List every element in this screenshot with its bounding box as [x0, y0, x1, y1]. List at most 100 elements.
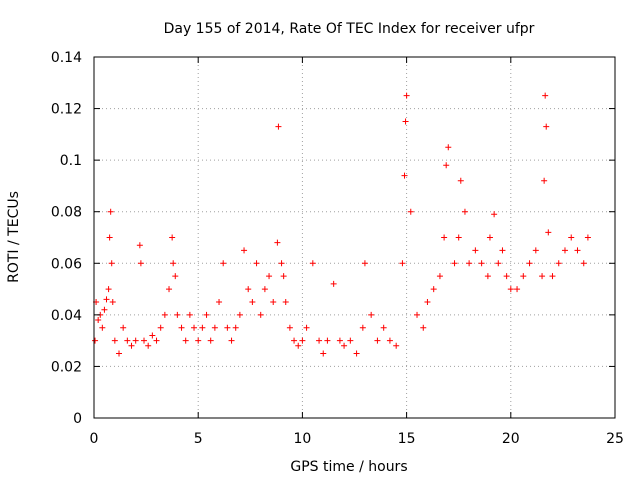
data-point	[555, 260, 562, 267]
data-point	[526, 260, 533, 267]
data-point	[101, 306, 108, 313]
y-tick-label: 0.08	[51, 205, 82, 221]
data-point	[324, 337, 331, 344]
x-tick-label: 20	[502, 431, 520, 447]
chart-title: Day 155 of 2014, Rate Of TEC Index for r…	[164, 21, 535, 37]
data-point	[136, 242, 143, 249]
data-point	[253, 260, 260, 267]
x-tick-label: 10	[293, 431, 311, 447]
y-tick-label: 0.02	[51, 359, 82, 375]
plot-frame	[93, 56, 616, 419]
data-point	[161, 311, 168, 318]
data-point	[495, 260, 502, 267]
grid-lines	[94, 57, 615, 418]
y-tick-label: 0	[73, 411, 82, 427]
data-point	[105, 286, 112, 293]
data-point	[584, 234, 591, 241]
data-point	[270, 298, 277, 305]
data-point	[228, 337, 235, 344]
x-tick-label: 0	[90, 431, 99, 447]
data-point	[336, 337, 343, 344]
data-point	[280, 273, 287, 280]
data-point	[568, 234, 575, 241]
data-point	[278, 260, 285, 267]
data-point	[282, 298, 289, 305]
data-point	[207, 337, 214, 344]
data-point	[347, 337, 354, 344]
data-point	[107, 208, 114, 215]
y-axis-label: ROTI / TECUs	[6, 191, 22, 283]
data-point	[169, 234, 176, 241]
data-point	[299, 337, 306, 344]
data-point	[116, 350, 123, 357]
data-point	[295, 342, 302, 349]
data-point	[211, 324, 218, 331]
data-point	[368, 311, 375, 318]
data-point	[401, 172, 408, 179]
y-axis-ticks: 0 0.02 0.04 0.06 0.08 0.1 0.12 0.14	[51, 50, 615, 427]
data-point	[145, 342, 152, 349]
data-point	[216, 298, 223, 305]
data-point	[109, 298, 116, 305]
data-point	[274, 239, 281, 246]
data-point	[141, 337, 148, 344]
x-tick-label: 25	[606, 431, 624, 447]
data-point	[436, 273, 443, 280]
data-point	[286, 324, 293, 331]
data-point	[172, 273, 179, 280]
data-point	[149, 332, 156, 339]
data-point	[111, 337, 118, 344]
data-point	[455, 234, 462, 241]
data-point	[153, 337, 160, 344]
y-tick-label: 0.1	[60, 153, 82, 169]
data-point	[220, 260, 227, 267]
data-point	[478, 260, 485, 267]
data-point	[178, 324, 185, 331]
data-point	[249, 298, 256, 305]
data-point	[266, 273, 273, 280]
data-point	[291, 337, 298, 344]
data-point	[520, 273, 527, 280]
data-point	[532, 247, 539, 254]
data-point	[403, 92, 410, 99]
data-point	[380, 324, 387, 331]
data-points	[92, 92, 591, 357]
data-point	[303, 324, 310, 331]
data-point	[451, 260, 458, 267]
x-tick-label: 5	[194, 431, 203, 447]
data-point	[430, 286, 437, 293]
data-point	[484, 273, 491, 280]
data-point	[414, 311, 421, 318]
data-point	[359, 324, 366, 331]
data-point	[543, 123, 550, 130]
data-point	[341, 342, 348, 349]
data-point	[549, 273, 556, 280]
data-point	[95, 317, 102, 324]
x-tick-label: 15	[398, 431, 416, 447]
data-point	[424, 298, 431, 305]
data-point	[316, 337, 323, 344]
data-point	[232, 324, 239, 331]
data-point	[407, 208, 414, 215]
data-point	[441, 234, 448, 241]
data-point	[420, 324, 427, 331]
data-point	[166, 286, 173, 293]
data-point	[186, 311, 193, 318]
data-point	[443, 162, 450, 169]
data-point	[309, 260, 316, 267]
data-point	[157, 324, 164, 331]
data-point	[241, 247, 248, 254]
data-point	[120, 324, 127, 331]
data-point	[472, 247, 479, 254]
data-point	[275, 123, 282, 130]
data-point	[128, 342, 135, 349]
data-point	[106, 234, 113, 241]
data-point	[457, 177, 464, 184]
data-point	[393, 342, 400, 349]
data-point	[402, 118, 409, 125]
data-point	[261, 286, 268, 293]
data-point	[574, 247, 581, 254]
data-point	[174, 311, 181, 318]
data-point	[386, 337, 393, 344]
